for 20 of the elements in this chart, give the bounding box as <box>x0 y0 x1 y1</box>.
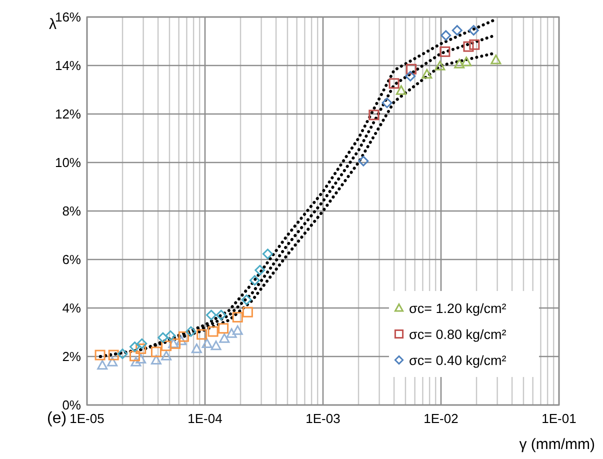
x-tick-label: 1E-01 <box>542 411 576 426</box>
text: (e) <box>47 410 67 427</box>
y-axis-title: λ <box>49 16 57 33</box>
y-tick-label: 6% <box>62 252 82 267</box>
y-tick-label: 4% <box>62 300 82 316</box>
legend-label: σc= 0.40 kg/cm² <box>409 353 507 368</box>
y-tick-label: 10% <box>54 155 82 170</box>
x-tick-label: 1E-02 <box>424 411 458 426</box>
legend-label: σc= 1.20 kg/cm² <box>409 301 507 316</box>
y-tick-label: 14% <box>54 58 82 73</box>
y-tick-label: 0% <box>62 398 82 412</box>
y-tick-label: 16% <box>54 10 82 24</box>
x-axis-title: γ (mm/mm) <box>519 436 595 453</box>
y-tick-label: 2% <box>62 349 82 364</box>
y-tick-label: 12% <box>54 106 82 122</box>
x-tick-label: 1E-05 <box>70 411 104 426</box>
x-tick-label: 1E-03 <box>306 411 340 426</box>
x-tick-label: 1E-04 <box>188 411 222 426</box>
legend-label: σc= 0.80 kg/cm² <box>409 327 507 342</box>
y-tick-label: 8% <box>62 204 82 218</box>
